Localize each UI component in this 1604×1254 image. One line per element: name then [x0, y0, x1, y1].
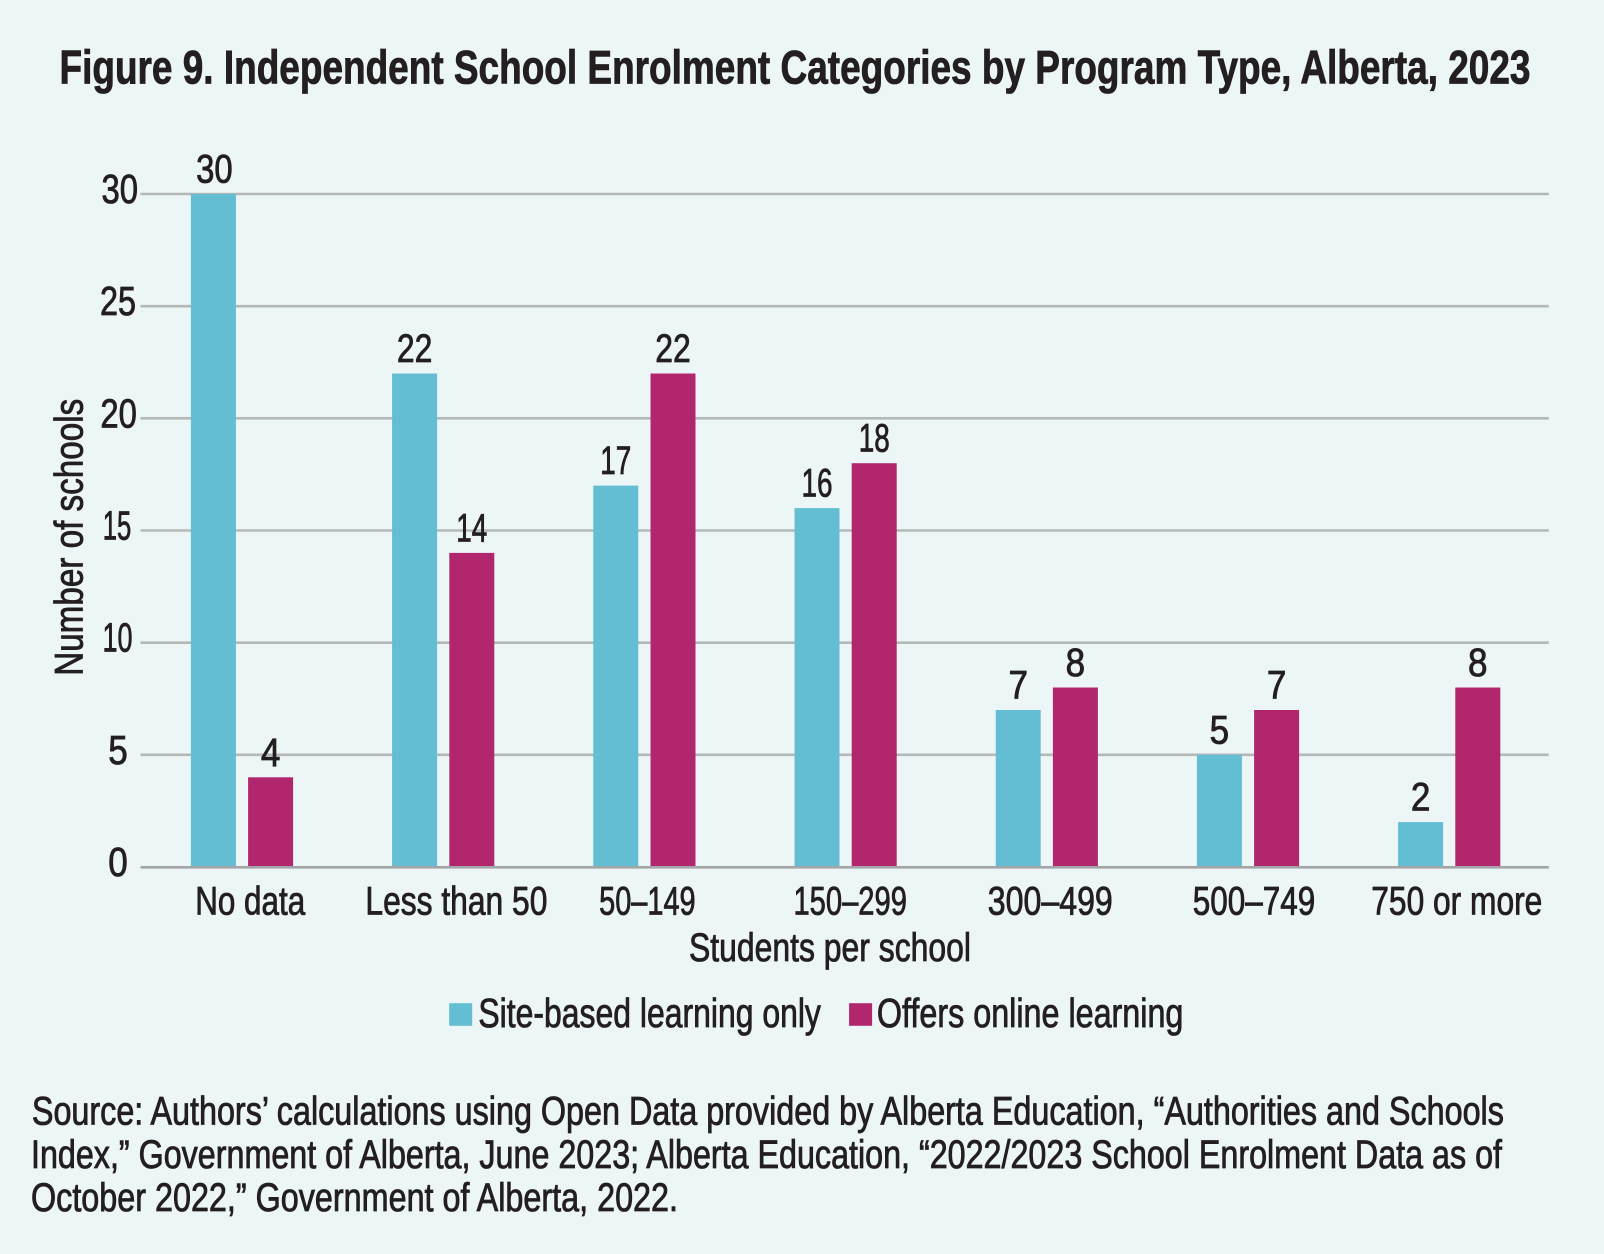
- svg-text:30: 30: [196, 148, 233, 192]
- svg-text:22: 22: [397, 327, 433, 371]
- svg-text:50–149: 50–149: [599, 880, 696, 924]
- svg-text:8: 8: [1066, 641, 1086, 685]
- svg-text:Students per school: Students per school: [689, 926, 971, 970]
- svg-text:2: 2: [1411, 776, 1431, 820]
- svg-text:30: 30: [102, 166, 139, 212]
- svg-text:Source: Authors’ calculations: Source: Authors’ calculations using Open…: [32, 1090, 1504, 1134]
- svg-text:Site-based learning only: Site-based learning only: [478, 990, 821, 1036]
- svg-text:150–299: 150–299: [793, 880, 907, 924]
- svg-text:16: 16: [802, 462, 833, 506]
- svg-text:7: 7: [1008, 664, 1028, 708]
- svg-text:15: 15: [103, 503, 132, 549]
- svg-text:No data: No data: [195, 880, 306, 924]
- svg-text:Figure 9. Independent School E: Figure 9. Independent School Enrolment C…: [60, 41, 1531, 94]
- svg-text:500–749: 500–749: [1193, 880, 1316, 924]
- svg-text:5: 5: [108, 727, 128, 773]
- svg-text:17: 17: [600, 439, 631, 483]
- svg-text:Less than 50: Less than 50: [365, 880, 547, 924]
- svg-text:22: 22: [655, 327, 691, 371]
- svg-text:750 or more: 750 or more: [1371, 880, 1542, 924]
- svg-text:20: 20: [100, 390, 137, 436]
- svg-text:8: 8: [1468, 641, 1488, 685]
- svg-text:Number of schools: Number of schools: [48, 399, 92, 676]
- svg-text:Index,” Government of Alberta,: Index,” Government of Alberta, June 2023…: [31, 1133, 1503, 1177]
- svg-text:5: 5: [1210, 708, 1230, 752]
- svg-text:10: 10: [103, 615, 133, 661]
- svg-text:7: 7: [1267, 664, 1287, 708]
- svg-text:0: 0: [108, 839, 128, 885]
- svg-text:October 2022,” Government of A: October 2022,” Government of Alberta, 20…: [31, 1176, 678, 1220]
- svg-text:18: 18: [859, 417, 890, 461]
- svg-text:Offers online learning: Offers online learning: [877, 990, 1184, 1036]
- svg-text:300–499: 300–499: [988, 880, 1113, 924]
- svg-text:25: 25: [100, 278, 136, 324]
- svg-text:4: 4: [261, 731, 281, 775]
- svg-text:14: 14: [456, 506, 487, 550]
